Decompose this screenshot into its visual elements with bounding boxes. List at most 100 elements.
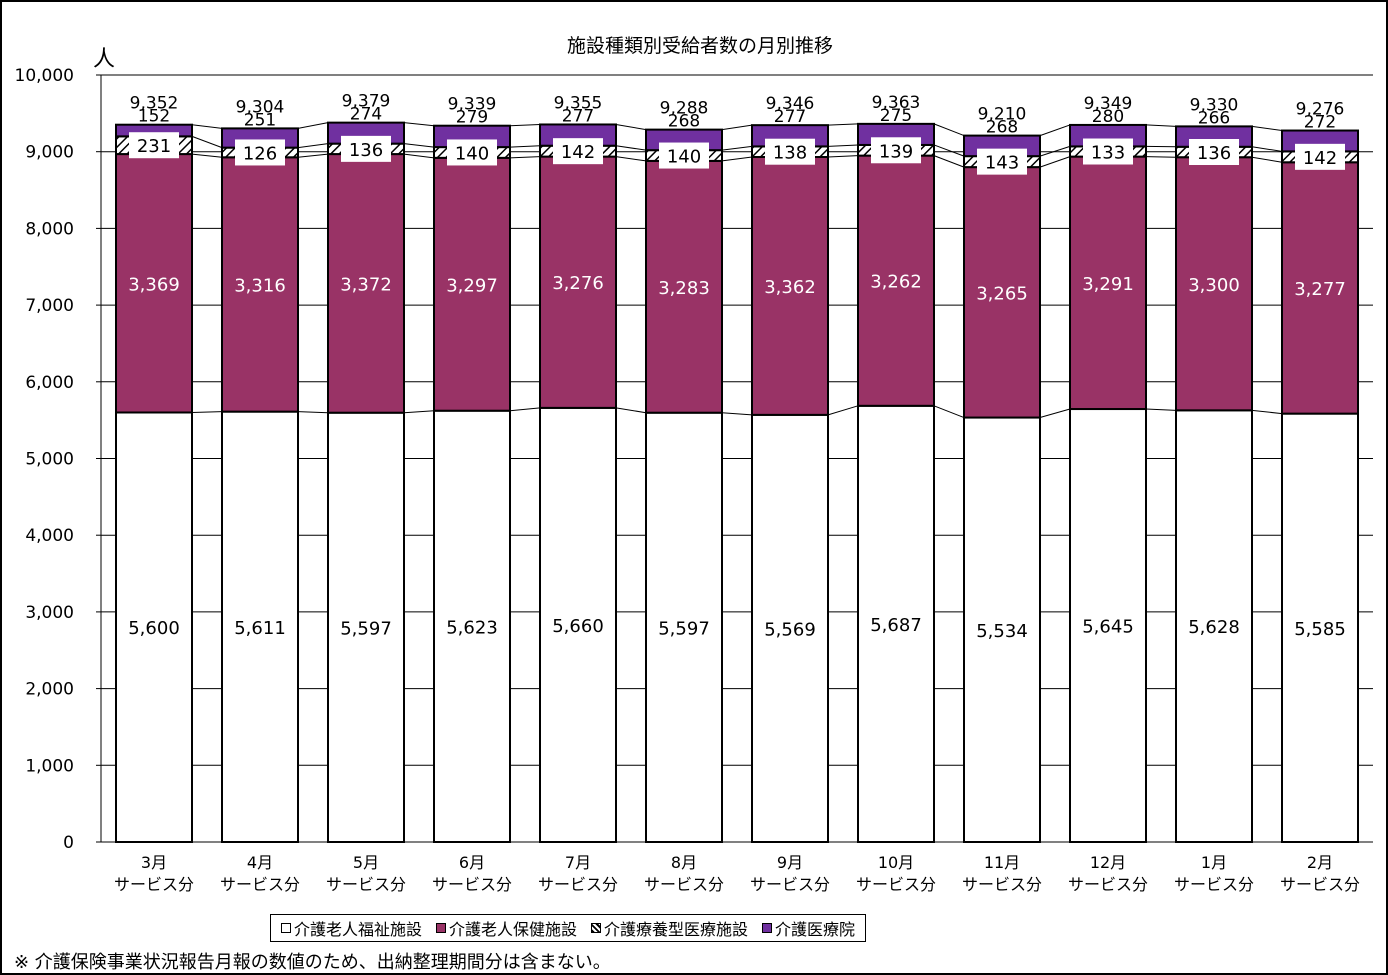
data-label: 279 — [456, 108, 488, 128]
x-tick-label: 11月 — [984, 853, 1020, 872]
data-label: 5,623 — [446, 617, 498, 638]
x-tick-label: サービス分 — [1174, 875, 1254, 894]
data-label: 142 — [561, 142, 595, 163]
y-tick-label: 6,000 — [25, 373, 74, 393]
series-connector-line — [1039, 145, 1071, 157]
y-tick-label: 7,000 — [25, 296, 74, 316]
data-label: 133 — [1091, 143, 1125, 164]
y-axis-ticks: 0 1,000 2,000 3,000 4,000 5,000 6,000 7,000 8,00… — [15, 66, 101, 853]
data-label: 5,585 — [1294, 619, 1346, 640]
x-tick-label: 10月 — [878, 853, 914, 872]
data-label: 5,569 — [764, 619, 816, 640]
data-label-box — [765, 138, 815, 165]
data-label: 5,660 — [552, 616, 604, 637]
data-label: 272 — [1304, 113, 1336, 133]
legend-item: 介護老人福祉施設 — [281, 916, 422, 940]
series-connector-line — [1145, 124, 1177, 127]
series-connector-line — [509, 145, 541, 148]
y-unit-label: 人 — [93, 47, 115, 72]
bar-segment — [221, 410, 299, 843]
series-connector-line — [191, 135, 223, 149]
series-connector-line — [933, 144, 965, 157]
bar-segment — [433, 409, 511, 843]
y-tick-label: 10,000 — [15, 66, 74, 86]
series-connector-line — [403, 153, 435, 159]
series-connector-line — [721, 156, 753, 162]
x-tick-label: 6月 — [459, 853, 485, 872]
series-connector-line — [509, 156, 541, 159]
legend-label: 介護老人保健施設 — [449, 920, 578, 939]
y-tick-label: 9,000 — [25, 143, 74, 163]
data-label: 3,262 — [870, 272, 922, 293]
x-tick-label: 4月 — [247, 853, 273, 872]
gridlines — [101, 74, 1373, 766]
series-connector-line — [1251, 146, 1283, 152]
legend-label: 介護医療院 — [775, 920, 856, 939]
series-connector-line — [191, 124, 223, 129]
data-label: 5,597 — [340, 618, 392, 639]
bar-segment — [1069, 155, 1147, 411]
data-label-box — [1295, 143, 1345, 170]
x-tick-label: サービス分 — [856, 875, 936, 894]
data-label: 266 — [1198, 108, 1230, 128]
series-connector-line — [827, 155, 859, 158]
data-label: 3,277 — [1294, 279, 1346, 300]
data-label: 3,291 — [1082, 274, 1134, 295]
series-connector-line — [297, 411, 329, 414]
data-label-box — [1083, 138, 1133, 165]
series-connector-line — [191, 153, 223, 158]
data-label-box — [1189, 139, 1239, 166]
data-label: 152 — [138, 107, 170, 127]
legend-swatch-icon — [762, 923, 773, 933]
data-label: 142 — [1303, 148, 1337, 169]
data-label: 3,265 — [976, 283, 1028, 304]
series-connector-line — [297, 143, 329, 149]
total-label: 9,210 — [978, 105, 1027, 125]
bar-segment — [857, 154, 935, 407]
bars: 5,6003,3692311529,3525,6113,3161262519,3… — [115, 92, 1359, 843]
series-connector-line — [1251, 409, 1283, 415]
total-label: 9,355 — [554, 93, 603, 113]
data-label: 5,645 — [1082, 617, 1134, 638]
data-label: 3,316 — [234, 275, 286, 296]
series-connector-line — [1145, 156, 1177, 158]
x-tick-label: 8月 — [671, 853, 697, 872]
chart-title: 施設種類別受給者数の月別推移 — [567, 35, 833, 57]
series-connector-line — [403, 410, 435, 414]
y-tick-label: 2,000 — [25, 680, 74, 700]
total-label: 9,330 — [1190, 95, 1239, 115]
data-label-box — [977, 148, 1027, 175]
bar-segment — [433, 156, 511, 412]
x-tick-label: サービス分 — [750, 875, 830, 894]
data-label: 274 — [350, 105, 382, 125]
series-connector-line — [721, 412, 753, 416]
data-label: 136 — [1197, 143, 1231, 164]
data-label: 5,534 — [976, 621, 1028, 642]
total-label: 9,352 — [130, 94, 179, 114]
bar-segment — [857, 404, 935, 843]
x-tick-label: 7月 — [565, 853, 591, 872]
series-connector-line — [191, 411, 223, 413]
bar-segment — [751, 413, 829, 843]
legend-item: 介護療養型医療施設 — [591, 916, 748, 940]
footnote: ※ 介護保険事業状況報告月報の数値のため、出納整理期間分は含まない。 — [14, 952, 611, 973]
series-connector-line — [297, 153, 329, 158]
series-connector-line — [933, 123, 965, 137]
bar-segment — [221, 156, 299, 413]
x-tick-label: サービス分 — [1068, 875, 1148, 894]
data-label: 138 — [773, 143, 807, 164]
data-label: 126 — [243, 143, 277, 164]
data-label: 3,362 — [764, 277, 816, 298]
x-tick-label: サービス分 — [644, 875, 724, 894]
data-label-box — [553, 138, 603, 165]
x-tick-label: 2月 — [1307, 853, 1333, 872]
data-label: 5,628 — [1188, 617, 1240, 638]
series-connector-line — [1251, 156, 1283, 163]
bar-segment — [1281, 161, 1359, 415]
series-connector-line — [827, 123, 859, 126]
series-connector-line — [721, 124, 753, 131]
series-connector-line — [1039, 408, 1071, 419]
series-connector-line — [297, 122, 329, 129]
legend: 介護老人福祉施設 介護老人保健施設 介護療養型医療施設 介護医療院 — [270, 914, 867, 942]
y-tick-label: 0 — [63, 833, 74, 853]
